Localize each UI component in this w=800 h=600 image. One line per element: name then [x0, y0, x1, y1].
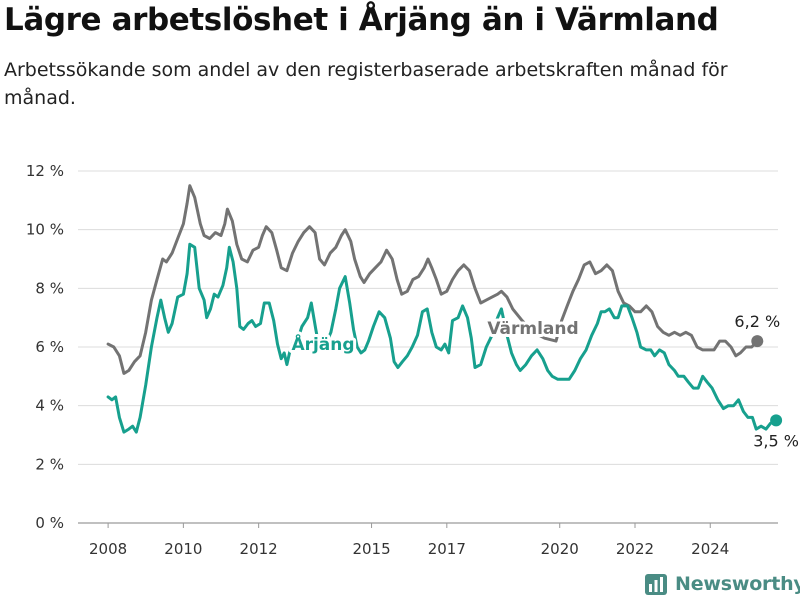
y-tick-label: 8 % [35, 279, 64, 297]
y-tick-label: 12 % [26, 162, 64, 180]
series-end-dot-1 [770, 414, 783, 427]
y-tick-label: 4 % [35, 397, 64, 415]
series-name-label-0: Värmland [487, 319, 578, 339]
series-name-label-1: Årjäng [291, 332, 354, 355]
y-axis-ticks: 0 % 2 % 4 % 6 % 8 % 10 % 12 % [26, 162, 64, 532]
series-end-label-0: 6,2 % [734, 312, 780, 331]
y-tick-label: 0 % [35, 514, 64, 532]
x-tick-label: 2024 [691, 540, 729, 558]
brand-name: Newsworthy [675, 573, 800, 595]
chart-subtitle: Arbetssökande som andel av den registerb… [4, 59, 728, 109]
series-end-dot-0 [751, 335, 764, 348]
y-tick-label: 10 % [26, 221, 64, 239]
gridlines [78, 170, 778, 524]
series-line-0 [106, 184, 759, 375]
series-labels: 6,2 % 3,5 % Värmland Årjäng [288, 312, 799, 450]
y-tick-label: 2 % [35, 455, 64, 473]
newsworthy-logo-icon [645, 574, 667, 595]
y-tick-label: 6 % [35, 338, 64, 356]
x-tick-label: 2017 [428, 540, 466, 558]
x-axis-ticks: 2008 2010 2012 2015 2017 2020 2022 2024 [89, 523, 729, 558]
series-lines [106, 184, 783, 434]
x-tick-label: 2022 [616, 540, 654, 558]
series-line-1 [106, 242, 778, 434]
newsworthy-logo[interactable]: Newsworthy [644, 570, 800, 598]
x-tick-label: 2008 [89, 540, 127, 558]
x-tick-label: 2012 [240, 540, 278, 558]
series-end-label-1: 3,5 % [753, 431, 799, 450]
x-tick-label: 2015 [352, 540, 390, 558]
chart-title: Lägre arbetslöshet i Årjäng än i Värmlan… [4, 2, 719, 38]
x-tick-label: 2010 [164, 540, 202, 558]
x-tick-label: 2020 [541, 540, 579, 558]
